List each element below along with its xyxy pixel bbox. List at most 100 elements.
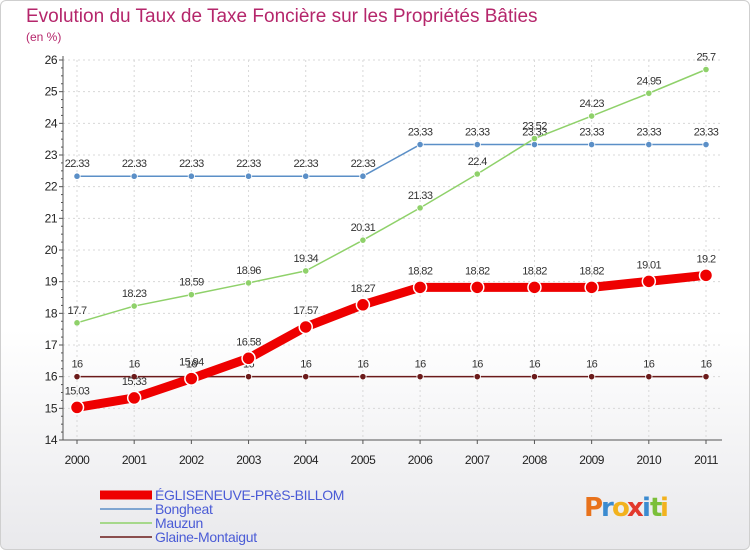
data-label: 17.7 — [67, 305, 86, 317]
data-label: 19.34 — [293, 253, 318, 265]
data-label: 20.31 — [351, 222, 376, 234]
data-point — [244, 279, 253, 287]
data-label: 18.59 — [179, 277, 204, 289]
data-label: 23.33 — [637, 127, 662, 139]
brand-letter: i — [660, 493, 669, 523]
y-tick-label: 17 — [45, 338, 58, 352]
data-label: 16 — [700, 359, 712, 371]
data-point — [645, 89, 653, 97]
data-label: 22.33 — [122, 158, 147, 170]
series-line — [72, 270, 711, 412]
data-label: 21.33 — [408, 190, 433, 202]
x-tick-label: 2005 — [351, 453, 377, 467]
data-label: 19.2 — [696, 253, 715, 265]
y-tick-label: 16 — [45, 370, 58, 384]
y-tick-label: 23 — [45, 148, 58, 162]
data-label: 18.23 — [122, 288, 147, 300]
data-point — [530, 373, 539, 381]
data-label: 22.33 — [65, 158, 90, 170]
data-point — [470, 280, 485, 295]
y-tick-label: 25 — [45, 85, 58, 99]
x-tick-label: 2001 — [122, 453, 148, 467]
data-point — [73, 373, 81, 381]
data-label: 18.82 — [579, 265, 604, 277]
y-tick-label: 21 — [45, 211, 58, 225]
data-label: 16 — [472, 359, 484, 371]
y-tick-label: 22 — [45, 180, 58, 194]
y-tick-label: 15 — [45, 401, 58, 415]
data-label: 15.03 — [65, 385, 90, 397]
data-label: 24.23 — [579, 98, 604, 110]
data-label: 15.33 — [122, 376, 147, 388]
data-point — [702, 65, 710, 74]
data-point — [302, 267, 310, 275]
data-label: 18.82 — [522, 265, 547, 277]
data-point — [355, 297, 371, 313]
y-tick-label: 14 — [45, 433, 58, 447]
x-tick-label: 2011 — [694, 453, 719, 467]
data-label: 16 — [529, 359, 541, 371]
data-point — [530, 134, 539, 143]
data-point — [244, 172, 253, 180]
x-tick-label: 2007 — [465, 453, 491, 467]
data-point — [584, 280, 599, 295]
legend-label: ÉGLISENEUVE-PRèS-BILLOM — [155, 487, 344, 503]
data-point — [645, 373, 653, 381]
data-label: 22.33 — [293, 158, 318, 170]
data-label: 16 — [186, 359, 198, 371]
data-point — [473, 140, 481, 149]
data-point — [359, 172, 367, 180]
data-point — [530, 140, 539, 149]
x-tick-label: 2008 — [522, 453, 548, 467]
data-point — [69, 400, 85, 415]
data-label: 25.7 — [696, 52, 715, 64]
data-point — [130, 302, 138, 310]
data-label: 22.33 — [179, 158, 204, 170]
grid — [63, 59, 722, 441]
data-point — [244, 373, 253, 381]
data-point — [302, 373, 310, 381]
data-point — [588, 140, 596, 149]
data-point — [126, 390, 142, 406]
brand-letter: i — [642, 493, 651, 523]
data-point — [359, 236, 367, 244]
data-label: 18.82 — [408, 265, 433, 277]
data-point — [359, 373, 367, 381]
unit-label: (en %) — [26, 30, 61, 44]
series-line — [76, 68, 707, 324]
legend-label: Mauzun — [155, 515, 203, 531]
x-tick-label: 2010 — [636, 453, 662, 467]
data-label: 23.52 — [522, 121, 547, 133]
y-tick-label: 18 — [45, 306, 58, 320]
x-tick-label: 2002 — [179, 453, 205, 467]
data-label: 18.82 — [465, 265, 490, 277]
legend: ÉGLISENEUVE-PRèS-BILLOMBongheatMauzunGla… — [100, 487, 344, 545]
data-point — [130, 172, 138, 180]
data-label: 18.96 — [236, 265, 261, 277]
series-line — [76, 143, 707, 177]
data-point — [473, 170, 481, 178]
data-point — [298, 319, 313, 335]
data-point — [130, 373, 138, 381]
data-point — [416, 140, 424, 149]
brand-letter: x — [627, 493, 644, 523]
data-label: 23.33 — [408, 127, 433, 139]
brand-letter: P — [584, 493, 603, 523]
data-point — [588, 373, 596, 381]
data-label: 15.94 — [179, 357, 204, 369]
data-point — [702, 140, 710, 149]
x-tick-label: 2003 — [236, 453, 262, 467]
x-tick-label: 2006 — [408, 453, 434, 467]
brand-letter: r — [601, 493, 614, 523]
legend-label: Glaine-Montaigut — [155, 529, 257, 545]
data-label: 18.27 — [351, 283, 376, 295]
data-label: 24.95 — [637, 75, 662, 87]
brand-letter: t — [650, 493, 662, 523]
data-label: 22.33 — [351, 158, 376, 170]
chart-title: Evolution du Taux de Taxe Foncière sur l… — [26, 6, 538, 27]
data-point — [416, 204, 424, 212]
y-tick-label: 19 — [45, 275, 58, 289]
data-point — [527, 280, 542, 295]
data-point — [641, 274, 657, 289]
